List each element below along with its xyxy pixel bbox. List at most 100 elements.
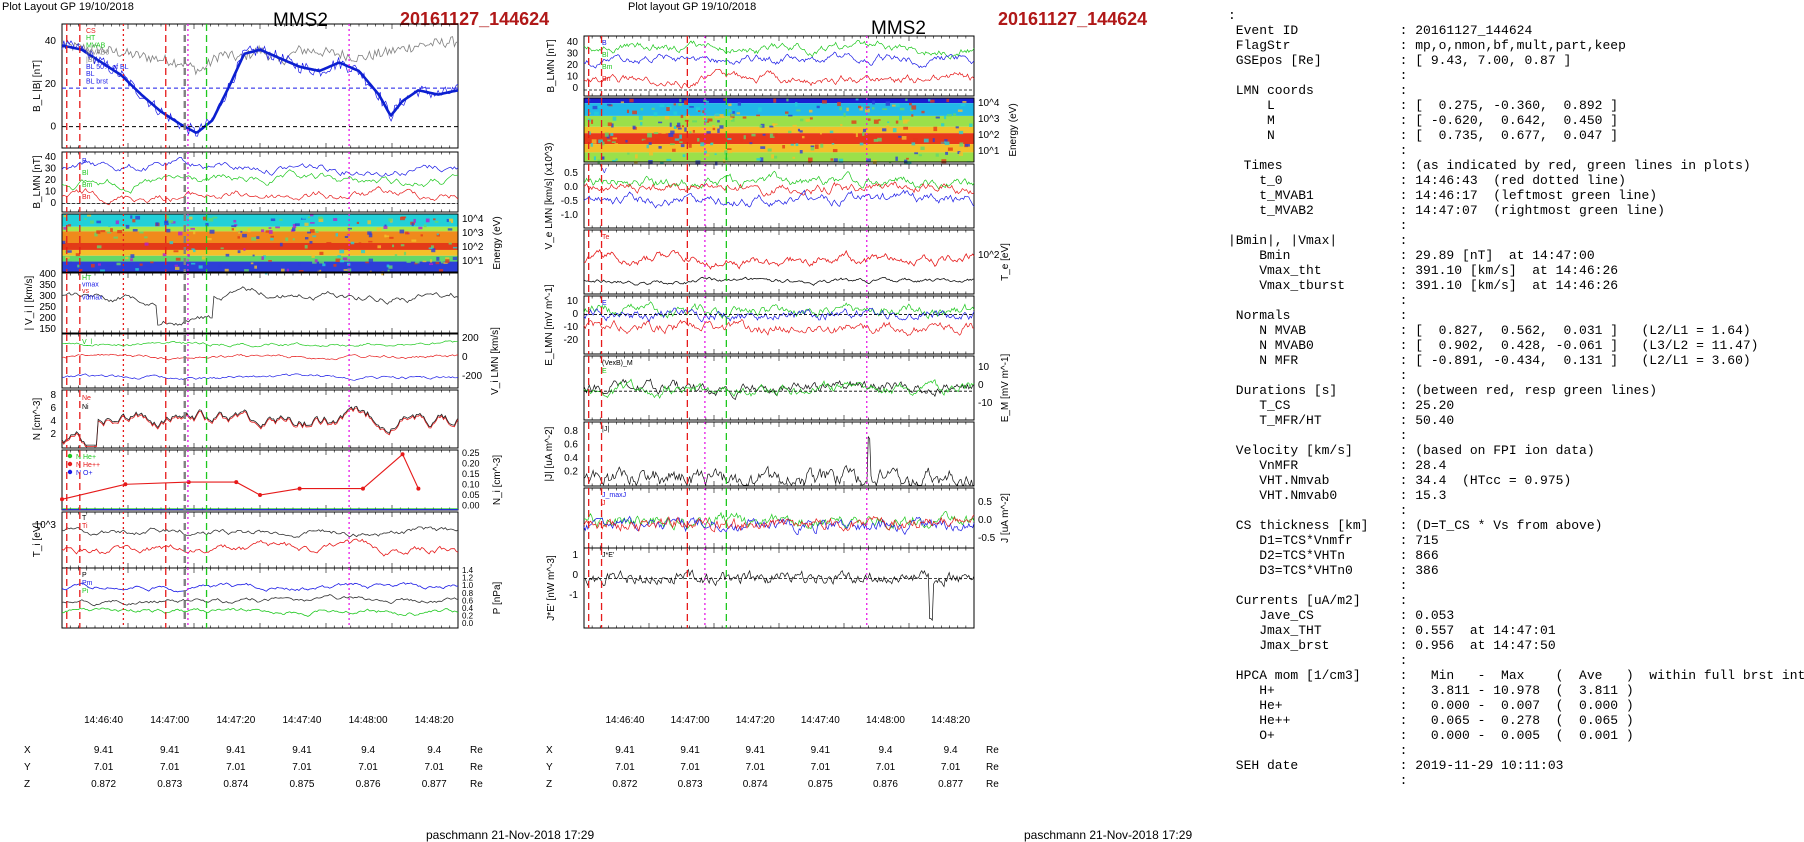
spectrogram-pixel bbox=[908, 102, 912, 106]
orbit-row-label: Z bbox=[24, 779, 30, 790]
spectrogram-pixel bbox=[792, 156, 796, 159]
legend-entry: BL brst bbox=[86, 78, 108, 85]
y-axis-label: B_L |B| [nT] bbox=[32, 60, 43, 112]
spectrogram-pixel bbox=[751, 133, 756, 137]
spectrogram-pixel bbox=[231, 228, 234, 231]
spectrogram-pixel bbox=[717, 120, 720, 123]
info-line: : bbox=[1228, 578, 1408, 593]
spectrogram-pixel bbox=[838, 158, 844, 163]
spectrogram-pixel bbox=[964, 143, 970, 147]
spectrogram-band bbox=[62, 261, 458, 272]
spectrogram-pixel bbox=[864, 109, 870, 113]
spectrogram-pixel bbox=[887, 121, 890, 124]
spectrogram-pixel bbox=[87, 214, 92, 217]
spectrogram-pixel bbox=[164, 221, 169, 226]
spectrogram-pixel bbox=[439, 222, 444, 225]
spectrogram-pixel bbox=[660, 161, 664, 165]
spectrogram-pixel bbox=[814, 144, 819, 149]
y-tick-label: 20 bbox=[567, 60, 579, 71]
spectrogram-pixel bbox=[309, 229, 315, 233]
right-panel-spec: 10^4 10^3 10^2 10^1 Energy (eV) bbox=[583, 97, 1019, 166]
panel-frame bbox=[61, 23, 459, 149]
spectrogram-pixel bbox=[97, 263, 101, 266]
y-tick-label: -0.5 bbox=[561, 196, 579, 207]
spectrogram-pixel bbox=[256, 236, 260, 239]
spectrogram-pixel bbox=[344, 235, 349, 239]
spectrogram-pixel bbox=[339, 259, 345, 263]
left-time-axis: 14:46:40 14:47:00 14:47:20 14:47:40 14:48:00… bbox=[24, 715, 483, 790]
spectrogram-pixel bbox=[198, 265, 203, 269]
spectrogram-pixel bbox=[684, 127, 687, 132]
spectrogram-pixel bbox=[187, 253, 190, 257]
y-tick-label: 0.8 bbox=[462, 589, 474, 598]
spectrogram-pixel bbox=[774, 155, 778, 159]
info-line: Vmax_tht : 391.10 [km/s] at 14:46:26 bbox=[1228, 263, 1619, 278]
spectrogram-pixel bbox=[590, 142, 593, 147]
y-tick-label: 1.4 bbox=[462, 566, 474, 575]
spectrogram-pixel bbox=[343, 269, 348, 271]
spectrogram-pixel bbox=[715, 113, 720, 117]
spectrogram-pixel bbox=[855, 132, 858, 138]
spectrogram-pixel bbox=[794, 102, 798, 107]
spectrogram-pixel bbox=[895, 103, 900, 108]
orbit-value: 7.01 bbox=[745, 762, 765, 773]
orbit-value: 0.874 bbox=[743, 779, 768, 790]
spectrogram-pixel bbox=[604, 132, 609, 137]
spectrogram-pixel bbox=[792, 124, 797, 127]
spectrogram-pixel bbox=[727, 150, 733, 154]
spectrogram-pixel bbox=[788, 114, 793, 117]
spectrogram-pixel bbox=[680, 114, 684, 119]
y-axis-label: P [nPa] bbox=[492, 581, 503, 614]
legend-entry: (VexB)_M bbox=[602, 360, 633, 367]
spectrogram-pixel bbox=[420, 234, 423, 237]
spectrogram-pixel bbox=[611, 141, 616, 143]
spectrogram-pixel bbox=[202, 216, 208, 221]
orbit-row-label: X bbox=[24, 745, 31, 756]
series-line bbox=[583, 248, 975, 270]
spectrogram-pixel bbox=[361, 250, 366, 254]
spectrogram-pixel bbox=[677, 127, 682, 130]
orbit-row-label: X bbox=[546, 745, 553, 756]
orbit-value: 9.41 bbox=[615, 745, 635, 756]
spectrogram-pixel bbox=[77, 264, 80, 268]
series-line bbox=[583, 39, 975, 60]
info-line: : bbox=[1228, 368, 1408, 383]
spectrogram-pixel bbox=[268, 230, 273, 234]
spectrogram-pixel bbox=[191, 262, 196, 265]
orbit-value: 0.876 bbox=[356, 779, 381, 790]
spectrogram-pixel bbox=[252, 254, 255, 257]
spectrogram-pixel bbox=[784, 111, 789, 114]
panel-frame bbox=[583, 355, 975, 421]
spectrogram-pixel bbox=[316, 268, 320, 272]
spectrogram-pixel bbox=[368, 258, 374, 263]
spectrogram-pixel bbox=[130, 215, 133, 219]
spectrogram-pixel bbox=[669, 122, 672, 127]
spectrogram-pixel bbox=[946, 114, 952, 117]
spectrogram-pixel bbox=[719, 114, 724, 118]
series-line bbox=[583, 378, 975, 401]
spectrogram-pixel bbox=[675, 148, 679, 152]
spectrogram-pixel bbox=[821, 100, 827, 104]
spectrogram-pixel bbox=[679, 98, 682, 103]
y-tick-label: 20 bbox=[45, 79, 57, 90]
spectrogram-pixel bbox=[737, 102, 741, 106]
legend-entry: MVAB0 bbox=[86, 50, 109, 57]
spectrogram-pixel bbox=[732, 111, 735, 114]
spectrogram-pixel bbox=[762, 133, 766, 136]
spectrogram-pixel bbox=[269, 222, 273, 227]
spectrogram-pixel bbox=[164, 215, 169, 219]
spectrogram-pixel bbox=[318, 218, 324, 222]
spectrogram-pixel bbox=[958, 130, 964, 135]
series-line bbox=[61, 373, 459, 381]
spectrogram-pixel bbox=[132, 218, 136, 223]
panel-frame bbox=[583, 97, 975, 163]
y-tick-label: 0.5 bbox=[978, 497, 992, 508]
spectrogram-pixel bbox=[858, 105, 862, 109]
spectrogram-pixel bbox=[268, 227, 272, 229]
spectrogram-pixel bbox=[739, 139, 744, 142]
spectrogram-pixel bbox=[873, 138, 878, 142]
spectrogram-pixel bbox=[669, 143, 675, 146]
y-tick-label: 0 bbox=[572, 570, 578, 581]
orbit-unit: Re bbox=[986, 745, 999, 756]
